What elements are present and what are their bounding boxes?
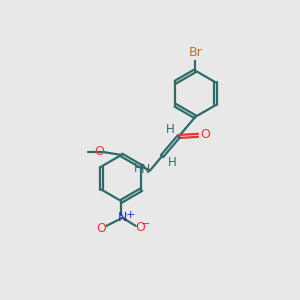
Text: H: H xyxy=(167,156,176,169)
Text: N: N xyxy=(118,211,127,224)
Text: H: H xyxy=(166,123,175,136)
Text: −: − xyxy=(141,219,150,229)
Text: H: H xyxy=(134,162,142,175)
Text: O: O xyxy=(96,222,106,235)
Text: N: N xyxy=(141,163,151,176)
Text: O: O xyxy=(200,128,210,141)
Text: O: O xyxy=(94,145,104,158)
Text: Br: Br xyxy=(189,46,203,59)
Text: O: O xyxy=(135,220,145,233)
Text: +: + xyxy=(125,210,135,220)
